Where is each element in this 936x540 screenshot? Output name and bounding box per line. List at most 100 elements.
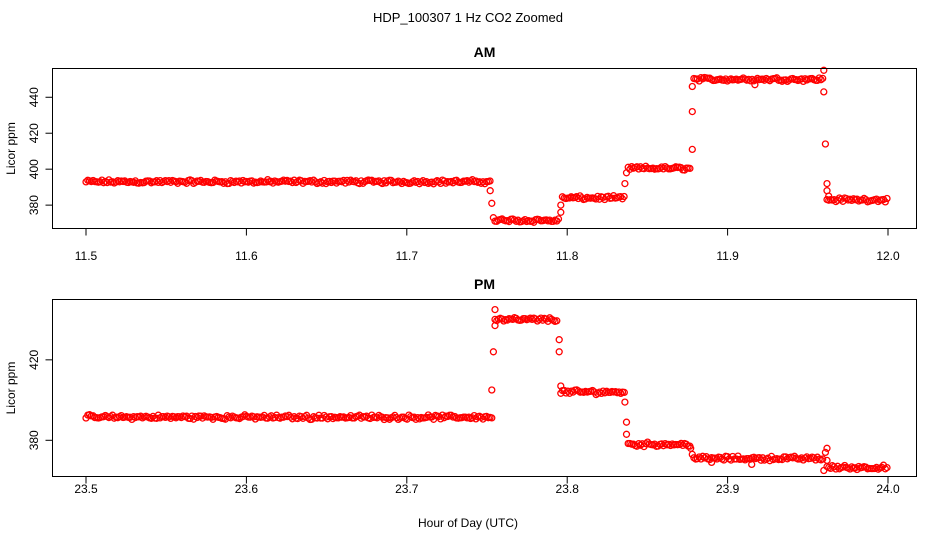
data-point (156, 176, 164, 185)
data-point (872, 463, 881, 472)
x-tick-label: 24.0 (876, 482, 900, 496)
x-tick-label: 23.7 (395, 482, 419, 496)
data-point (322, 413, 330, 421)
x-axis-pm: 23.5 23.6 23.7 23.8 23.9 24.0 (74, 476, 900, 496)
data-point (820, 66, 828, 74)
data-point (479, 178, 487, 186)
data-point (557, 208, 565, 216)
data-point (821, 448, 830, 457)
data-point (752, 76, 760, 84)
data-point (167, 178, 175, 186)
data-point (855, 462, 863, 471)
plot-frame-pm (52, 299, 917, 477)
data-point (553, 317, 561, 325)
data-point (823, 444, 831, 452)
panel-pm: PM 23.5 23.6 23.7 23.8 23.9 24.0 380 420 Licor… (4, 276, 917, 496)
data-point (301, 412, 309, 421)
data-point (629, 440, 638, 448)
data-point (239, 412, 247, 421)
panel-am: AM 11.5 11.6 11.7 11.8 11.9 12.0 380 400 420 440… (4, 44, 917, 263)
data-point (197, 412, 205, 420)
data-point (616, 193, 625, 201)
data-point (622, 418, 631, 426)
data-point (628, 163, 636, 171)
data-point (267, 177, 275, 186)
data-point (126, 413, 134, 421)
data-point (819, 74, 827, 83)
data-point (617, 389, 625, 398)
data-point (345, 413, 353, 422)
data-point (489, 348, 498, 356)
data-point (121, 177, 129, 185)
data-point (688, 107, 696, 116)
y-axis-pm: 380 420 (27, 350, 53, 450)
data-point (137, 412, 145, 420)
x-tick-label: 11.7 (396, 249, 419, 263)
data-point (760, 76, 769, 84)
data-point (193, 413, 201, 422)
data-point (488, 199, 496, 207)
data-point (555, 348, 563, 356)
data-point (410, 177, 418, 185)
data-point (751, 81, 759, 89)
data-point (737, 75, 746, 83)
x-tick-label: 11.5 (75, 249, 98, 263)
data-point (396, 178, 404, 186)
data-point (96, 178, 104, 186)
data-point (776, 76, 785, 84)
data-point (165, 176, 173, 185)
data-point (699, 75, 707, 83)
data-point (486, 177, 494, 185)
data-point (604, 192, 612, 200)
data-point (588, 386, 597, 395)
data-point (881, 465, 889, 473)
x-tick-label: 23.6 (235, 482, 259, 496)
data-point (778, 77, 786, 85)
data-point (491, 321, 499, 330)
data-point (167, 414, 175, 423)
x-tick-label: 23.9 (716, 482, 740, 496)
data-point (817, 76, 825, 84)
panel-title-am: AM (474, 44, 496, 60)
data-point (620, 192, 628, 201)
data-point (693, 75, 702, 83)
data-point (688, 450, 696, 459)
x-tick-label: 11.8 (556, 249, 579, 263)
x-axis-label: Hour of Day (UTC) (418, 516, 518, 530)
data-point (620, 388, 628, 397)
data-point (851, 464, 859, 472)
y-tick-label: 380 (27, 430, 41, 450)
data-point (227, 414, 235, 422)
data-point (622, 430, 631, 438)
data-point (782, 453, 790, 461)
panel-title-pm: PM (474, 276, 495, 292)
data-point (311, 178, 320, 186)
data-point (636, 163, 645, 171)
data-point (750, 453, 758, 461)
data-point (82, 178, 90, 186)
data-point (324, 415, 332, 423)
data-point (514, 216, 522, 224)
data-point (488, 414, 496, 422)
data-point (345, 178, 353, 186)
data-point (820, 466, 828, 475)
data-point (290, 413, 298, 421)
data-point (815, 74, 823, 82)
data-point (489, 214, 498, 222)
data-point (380, 415, 388, 424)
data-points-am (82, 66, 891, 226)
data-point (517, 316, 526, 324)
y-axis-label-pm: Licor ppm (4, 362, 18, 415)
x-tick-label: 23.8 (556, 482, 580, 496)
data-point (219, 179, 228, 187)
data-point (820, 88, 828, 96)
data-point (392, 413, 401, 422)
data-point (417, 178, 425, 186)
data-point (803, 453, 811, 461)
data-point (883, 463, 891, 472)
data-point (554, 215, 563, 223)
data-point (509, 315, 517, 324)
y-tick-label: 380 (27, 195, 41, 215)
x-axis-am: 11.5 11.6 11.7 11.8 11.9 12.0 (75, 228, 900, 263)
